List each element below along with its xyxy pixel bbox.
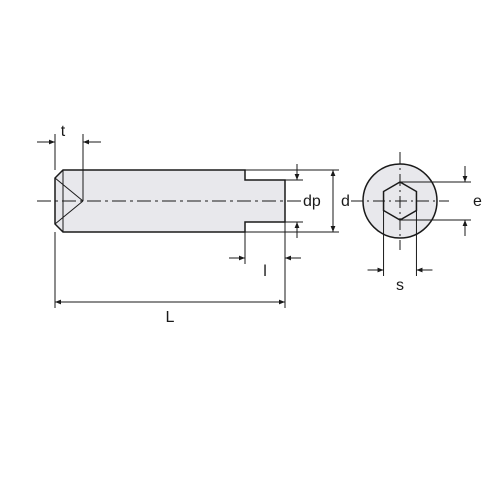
end-view: es: [351, 152, 482, 294]
label-L: L: [166, 309, 175, 326]
label-t: t: [61, 123, 66, 140]
label-dp: dp: [303, 193, 321, 210]
label-d: d: [341, 193, 350, 210]
label-e: e: [473, 193, 482, 210]
label-s: s: [396, 277, 404, 294]
label-l: l: [263, 263, 267, 280]
side-view: t dp d l L: [37, 123, 350, 326]
